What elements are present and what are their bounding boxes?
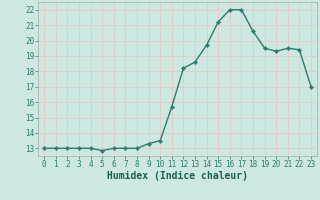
X-axis label: Humidex (Indice chaleur): Humidex (Indice chaleur) [107, 171, 248, 181]
